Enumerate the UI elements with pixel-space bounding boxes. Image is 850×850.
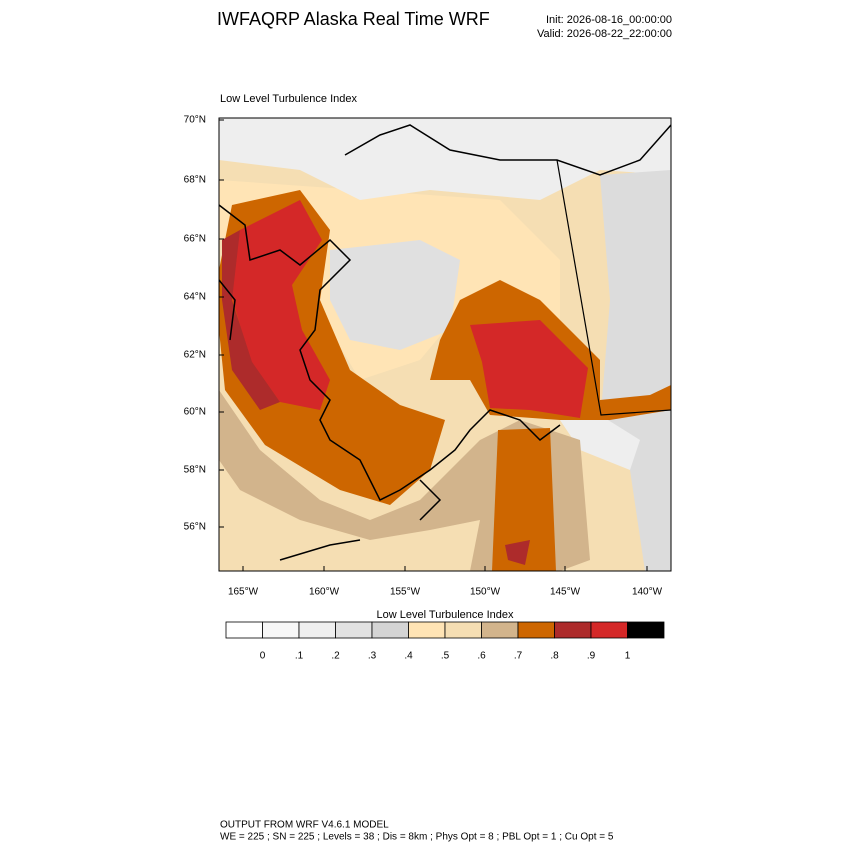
colorbar-label: .9 <box>587 651 596 662</box>
colorbar-box <box>225 621 263 639</box>
lon-label: 160°W <box>309 587 340 598</box>
colorbar-label: .8 <box>550 651 559 662</box>
lon-axis: 165°W 160°W 155°W 150°W 145°W 140°W <box>228 566 663 598</box>
main-title: IWFAQRP Alaska Real Time WRF <box>217 9 490 29</box>
colorbar-label: .3 <box>368 651 377 662</box>
lat-label: 62°N <box>184 350 206 361</box>
lat-axis: 70°N 68°N 66°N 64°N 62°N 60°N 58°N 56°N <box>184 115 224 533</box>
colorbar-box <box>444 621 482 639</box>
colorbar-label: .1 <box>295 651 304 662</box>
lat-label: 56°N <box>184 522 206 533</box>
colorbar-label: 0 <box>260 651 266 662</box>
lon-label: 155°W <box>390 587 421 598</box>
colorbar-box <box>408 621 446 639</box>
colorbar-box <box>262 621 300 639</box>
map-field <box>219 118 671 571</box>
map-frame <box>218 117 672 572</box>
footer-line: OUTPUT FROM WRF V4.6.1 MODEL <box>220 820 389 831</box>
footer-line: WE = 225 ; SN = 225 ; Levels = 38 ; Dis … <box>220 832 614 843</box>
valid-time: Valid: 2026-08-22_22:00:00 <box>537 28 672 40</box>
colorbar-box <box>481 621 519 639</box>
lon-label: 165°W <box>228 587 259 598</box>
lon-label: 140°W <box>632 587 663 598</box>
colorbar-box <box>554 621 592 639</box>
colorbar-box <box>627 621 665 639</box>
lat-label: 70°N <box>184 115 206 126</box>
lat-label: 58°N <box>184 465 206 476</box>
lat-label: 66°N <box>184 234 206 245</box>
colorbar-label: 1 <box>625 651 631 662</box>
colorbar-label: .6 <box>477 651 486 662</box>
colorbar-label: .5 <box>441 651 450 662</box>
colorbar-box <box>335 621 373 639</box>
lat-label: 64°N <box>184 292 206 303</box>
colorbar-box <box>517 621 555 639</box>
lat-label: 60°N <box>184 407 206 418</box>
colorbar-title: Low Level Turbulence Index <box>377 609 514 621</box>
lon-label: 145°W <box>550 587 581 598</box>
colorbar: 0 .1 .2 .3 .4 .5 .6 .7 .8 .9 1 <box>225 621 665 662</box>
colorbar-label: .7 <box>514 651 523 662</box>
lat-label: 68°N <box>184 175 206 186</box>
map-title: Low Level Turbulence Index <box>220 93 357 105</box>
lon-label: 150°W <box>470 587 501 598</box>
colorbar-label: .2 <box>331 651 340 662</box>
colorbar-box <box>371 621 409 639</box>
colorbar-label: .4 <box>404 651 413 662</box>
init-time: Init: 2026-08-16_00:00:00 <box>546 14 672 26</box>
colorbar-box <box>298 621 336 639</box>
colorbar-box <box>590 621 628 639</box>
